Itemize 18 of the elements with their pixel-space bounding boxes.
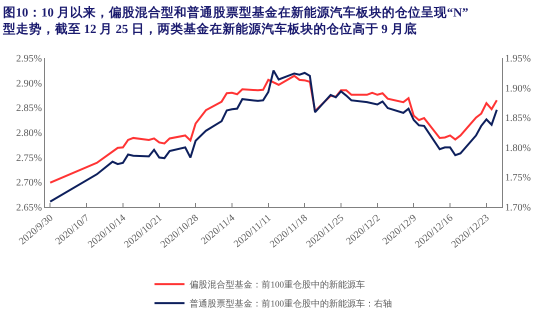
y-tick-label: 2.70% — [16, 178, 42, 189]
line-series — [49, 70, 498, 203]
y2-tick-label: 1.75% — [505, 172, 531, 184]
legend-label: 偏股混合型基金：前100重仓股中的新能源车 — [190, 280, 365, 290]
y-tick-label: 2.85% — [16, 103, 42, 114]
y-tick-label: 2.95% — [16, 54, 42, 64]
chart-title: 图10：10 月以来，偏股混合型和普通股票型基金在新能源汽车板块的仓位呈现“N” 型走势，截至 12 月 25 日，两类基金在新能源汽车板块的仓位高于 9 月底 — [2, 4, 468, 36]
y2-tick-label: 1.85% — [505, 113, 531, 124]
y-tick-label: 2.90% — [16, 78, 42, 90]
y-tick-label: 2.65% — [16, 202, 42, 214]
line-series — [49, 74, 498, 184]
y2-tick-label: 1.95% — [505, 54, 531, 64]
y-tick-label: 2.75% — [16, 152, 42, 164]
y2-tick-label: 1.90% — [505, 83, 531, 94]
y2-tick-label: 1.70% — [505, 202, 531, 214]
legend-label: 普通股票型基金：前100重仓股中的新能源车：右轴 — [190, 298, 392, 309]
y-tick-label: 2.80% — [16, 128, 42, 139]
y2-tick-label: 1.80% — [505, 142, 531, 154]
